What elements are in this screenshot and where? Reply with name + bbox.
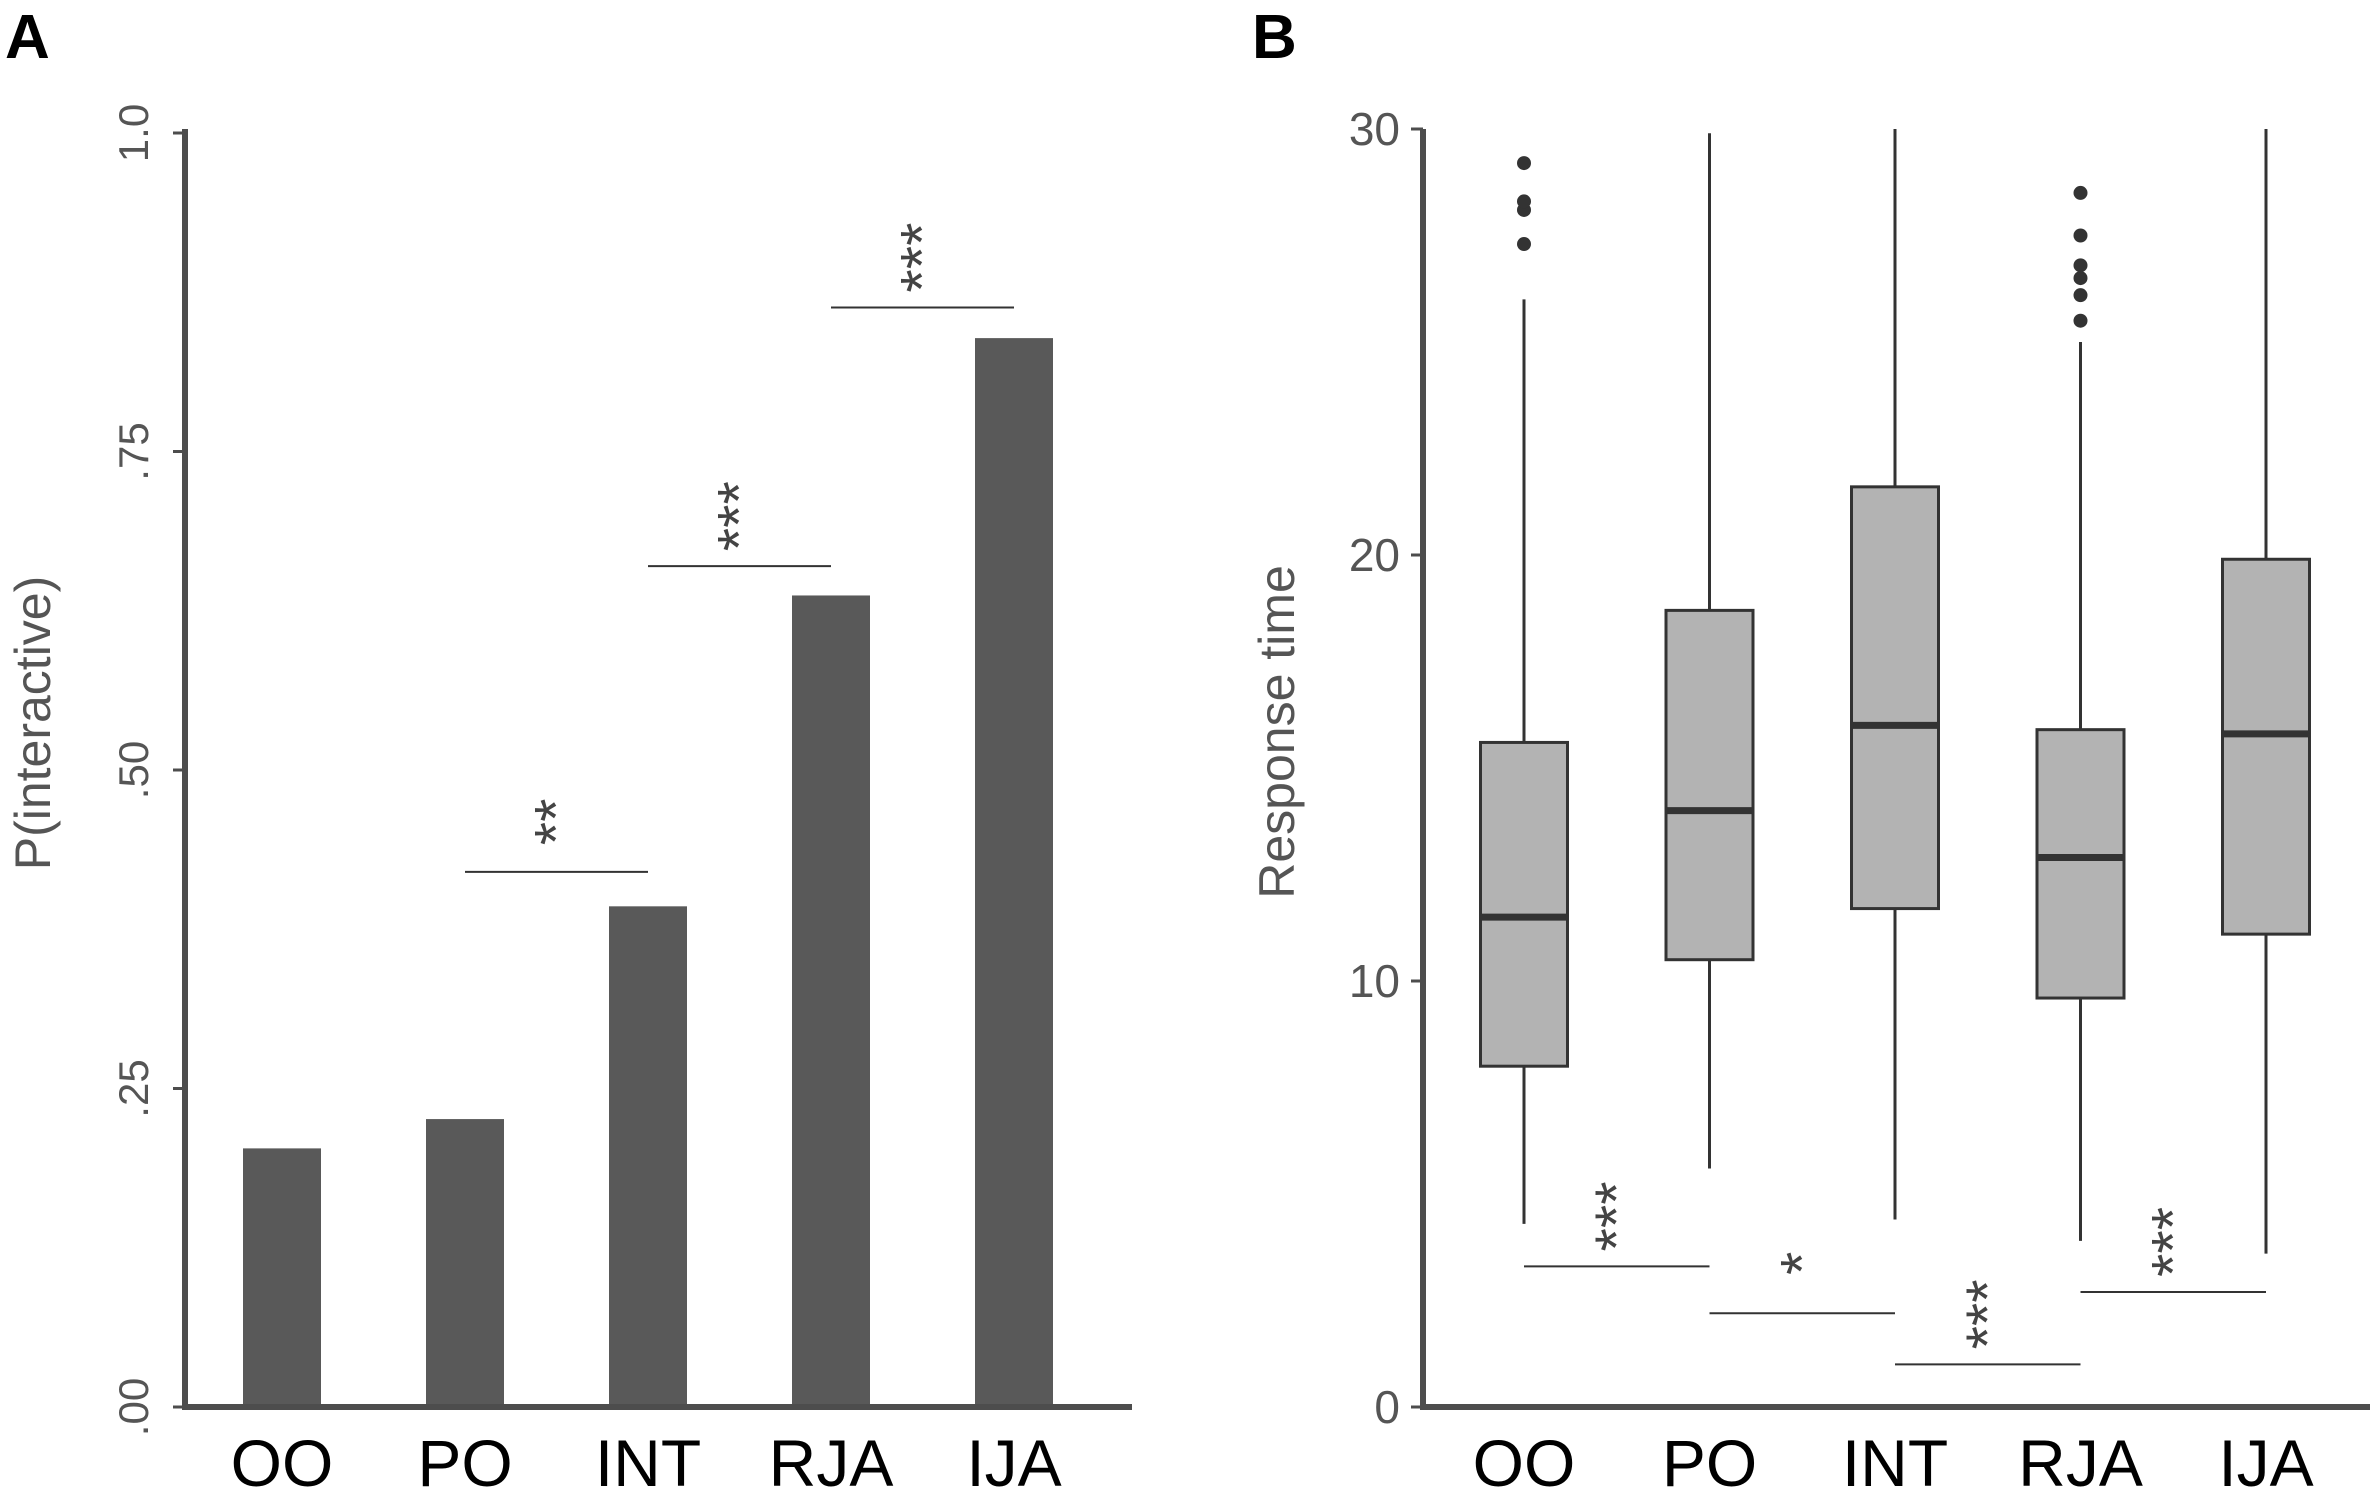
panel-b-y-axis-title: Response time <box>1249 565 1305 899</box>
panel-b-letter: B <box>1252 3 1297 72</box>
panel-b-x-tick-label: RJA <box>2018 1426 2143 1492</box>
panel-a-bar-ija <box>975 338 1053 1407</box>
panel-a-y-tick-label: .50 <box>110 741 157 799</box>
panel-b-significance-stars: *** <box>2139 1207 2206 1277</box>
panel-b-x-tick-label: IJA <box>2218 1426 2313 1492</box>
panel-a-y-tick-label: .00 <box>110 1378 157 1436</box>
panel-b-x-tick-label: INT <box>1842 1426 1948 1492</box>
panel-b-significance-stars: *** <box>1583 1181 1650 1251</box>
panel-b-outlier-point <box>1517 194 1531 209</box>
panel-a-significance-stars: *** <box>889 223 956 293</box>
panel-b-outlier-point <box>2073 271 2088 286</box>
panel-b-y-tick-label: 20 <box>1349 529 1400 581</box>
panel-b-box-oo <box>1479 740 1569 1068</box>
panel-b-outlier-point <box>2073 258 2088 273</box>
panel-b-x-tick-label: PO <box>1662 1426 1757 1492</box>
panel-a-x-tick-label: IJA <box>966 1426 1061 1492</box>
panel-b-outlier-point <box>1517 156 1531 171</box>
panel-a-y-tick-label: .75 <box>110 422 157 480</box>
panel-b-outlier-point <box>2073 288 2088 303</box>
panel-a-bar-rja <box>792 595 870 1407</box>
panel-b-outlier-point <box>2073 313 2088 328</box>
panel-a-x-tick-label: INT <box>595 1426 701 1492</box>
panel-b-x-tick-label: OO <box>1473 1426 1576 1492</box>
panel-b-significance-stars: * <box>1768 1252 1835 1275</box>
panel-a-bar-int <box>609 906 687 1407</box>
panel-b-y-tick-label: 30 <box>1349 103 1400 155</box>
panel-a-significance-stars: ** <box>523 799 590 846</box>
panel-b-outlier-point <box>2073 185 2088 200</box>
panel-a-x-tick-label: RJA <box>769 1426 894 1492</box>
panel-a-significance-stars: *** <box>706 481 773 551</box>
panel-a-y-tick-label: .25 <box>110 1059 157 1117</box>
panel-b-box-po <box>1664 608 1755 962</box>
panel-b-box-int <box>1850 485 1940 911</box>
panel-a-y-tick-label: 1.0 <box>110 104 157 162</box>
panel-b-box-rja <box>2035 728 2126 1000</box>
panel-a-bar-chart: A P(interactive) .00.25.50.751.0 *******… <box>5 3 1132 1492</box>
panel-b-y-tick-label: 0 <box>1374 1381 1400 1433</box>
panel-b-significance-stars: *** <box>1954 1279 2021 1349</box>
panel-a-letter: A <box>5 3 50 72</box>
panel-a-bar-po <box>426 1119 504 1407</box>
panel-b-outlier-point <box>1517 237 1531 252</box>
panel-b-y-tick-label: 10 <box>1349 955 1400 1007</box>
panel-a-x-tick-label: PO <box>417 1426 512 1492</box>
panel-a-bar-oo <box>243 1148 321 1407</box>
panel-b-box-ija <box>2221 557 2311 936</box>
panel-a-y-axis-title: P(interactive) <box>5 576 61 871</box>
panel-a-x-tick-label: OO <box>231 1426 334 1492</box>
panel-b-outlier-point <box>2073 228 2088 243</box>
